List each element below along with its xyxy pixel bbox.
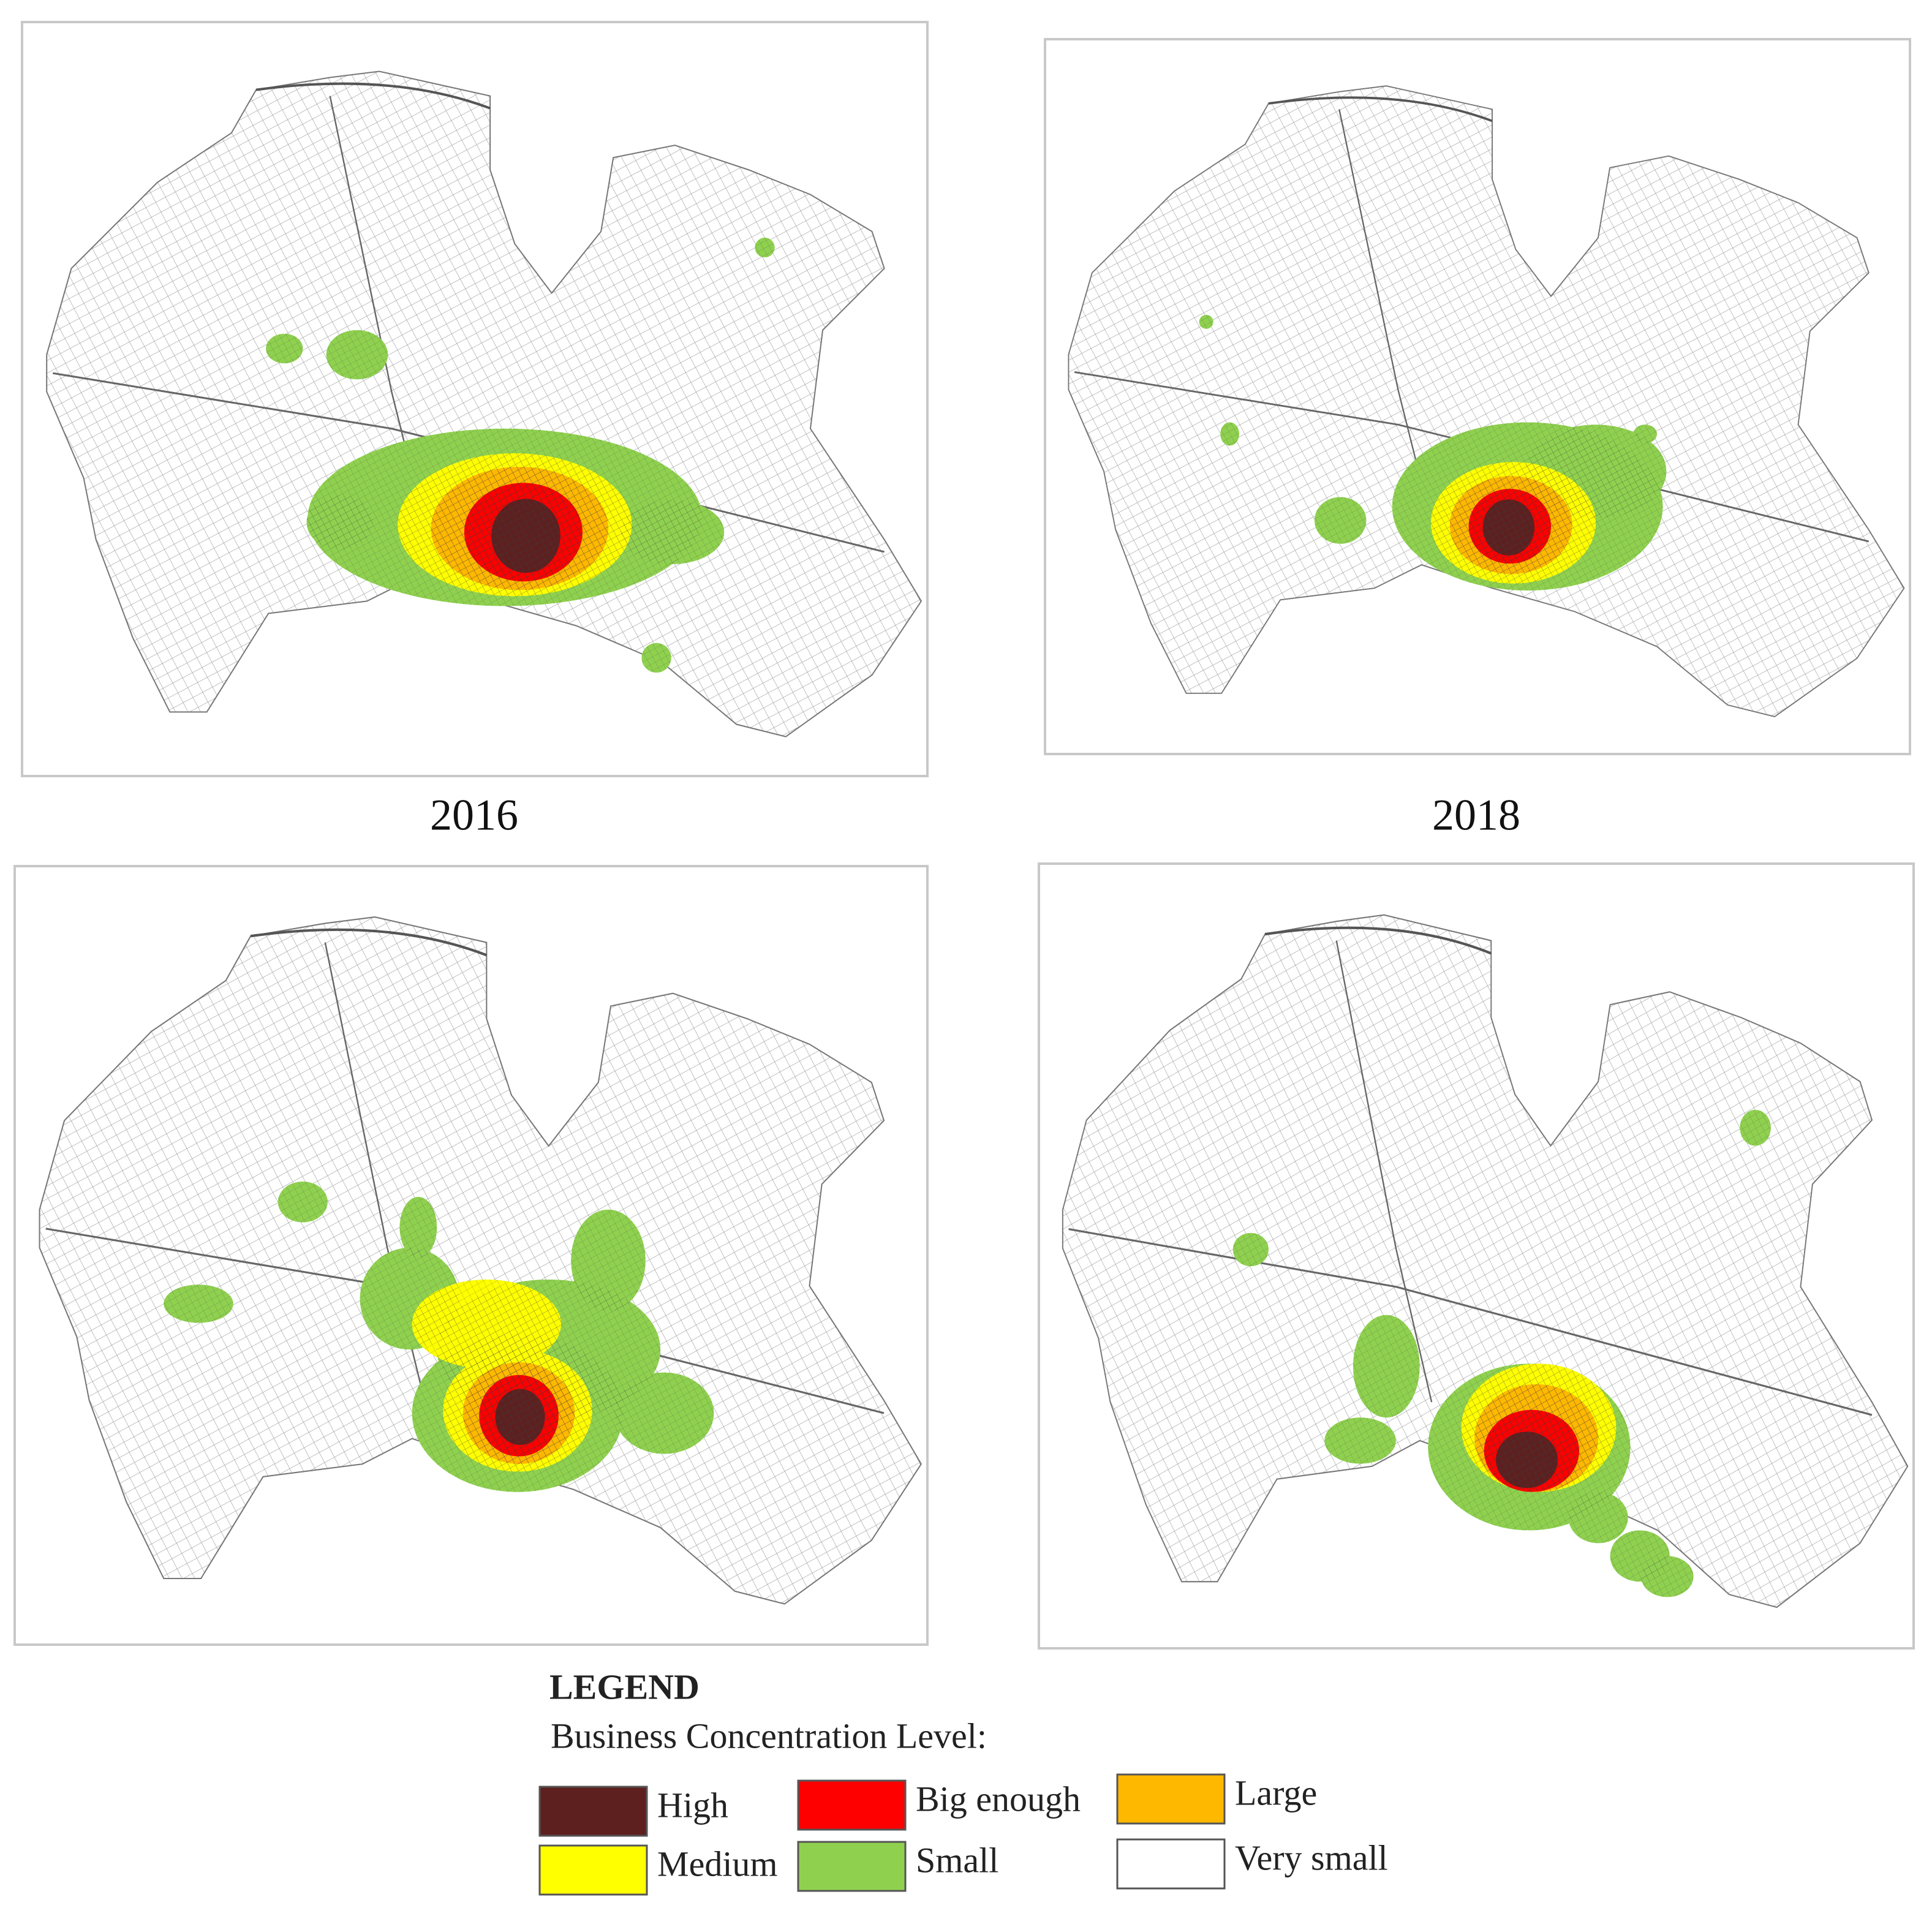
legend-label: High [657,1785,728,1825]
city-map [1068,85,1905,717]
legend-swatch [797,1841,907,1892]
maps [39,70,1909,1609]
hotspot-grid [1314,497,1367,544]
legend-swatch [797,1779,907,1831]
hotspot-grid [326,330,388,380]
main-road [1335,940,1433,1403]
main-road [1068,1228,1873,1416]
rail [1268,96,1493,123]
rail [1264,926,1492,955]
hotspot-grid [614,1372,714,1454]
hotspot-grid [641,643,671,673]
legend-label: Medium [657,1844,778,1884]
rail [255,82,491,110]
hotspot-grid [412,1279,561,1369]
hotspot-grid [1199,315,1213,329]
hotspot-grid [1324,1417,1396,1464]
legend-swatch [1116,1773,1226,1825]
hotspot-grid [621,500,725,565]
hotspot-grid [1482,499,1535,556]
hotspot-grid [1220,422,1239,446]
hotspot-grid [1232,1232,1269,1267]
city-map [1062,914,1909,1609]
hotspot-grid [1496,1431,1558,1488]
legend: High Big enough Large Medium Small Very small [538,1773,1388,1896]
legend-swatch [538,1844,648,1896]
hotspot-grid [1353,1314,1420,1418]
legend-subtitle: Business Concentration Level: [551,1716,987,1756]
legend-swatch [538,1786,648,1837]
panel-label: 2016 [430,791,518,840]
hotspot-grid [1633,424,1657,443]
legend-label: Small [916,1840,998,1880]
legend-label: Very small [1235,1838,1388,1877]
hotspot-grid [491,499,560,573]
rail [250,928,488,957]
hotspot-grid [399,1196,437,1258]
main-road [1074,371,1870,543]
hotspot-grid [495,1389,545,1445]
legend-title: LEGEND [549,1667,700,1707]
legend-label: Large [1235,1773,1317,1812]
main-road [324,942,426,1401]
hotspot-grid [755,238,775,258]
main-road [53,372,885,553]
legend-swatch [1116,1838,1226,1890]
legend-label: Big enough [916,1779,1081,1819]
hotspot-grid [1740,1109,1771,1146]
hotspot-grid [1641,1556,1694,1597]
panel-label: 2018 [1432,791,1520,840]
hotspot-grid [277,1182,328,1223]
city-map [46,70,922,737]
city-map [39,916,922,1605]
hotspot-grid [306,495,374,549]
hotspot-grid [266,333,303,364]
hotspot-grid [164,1284,233,1323]
